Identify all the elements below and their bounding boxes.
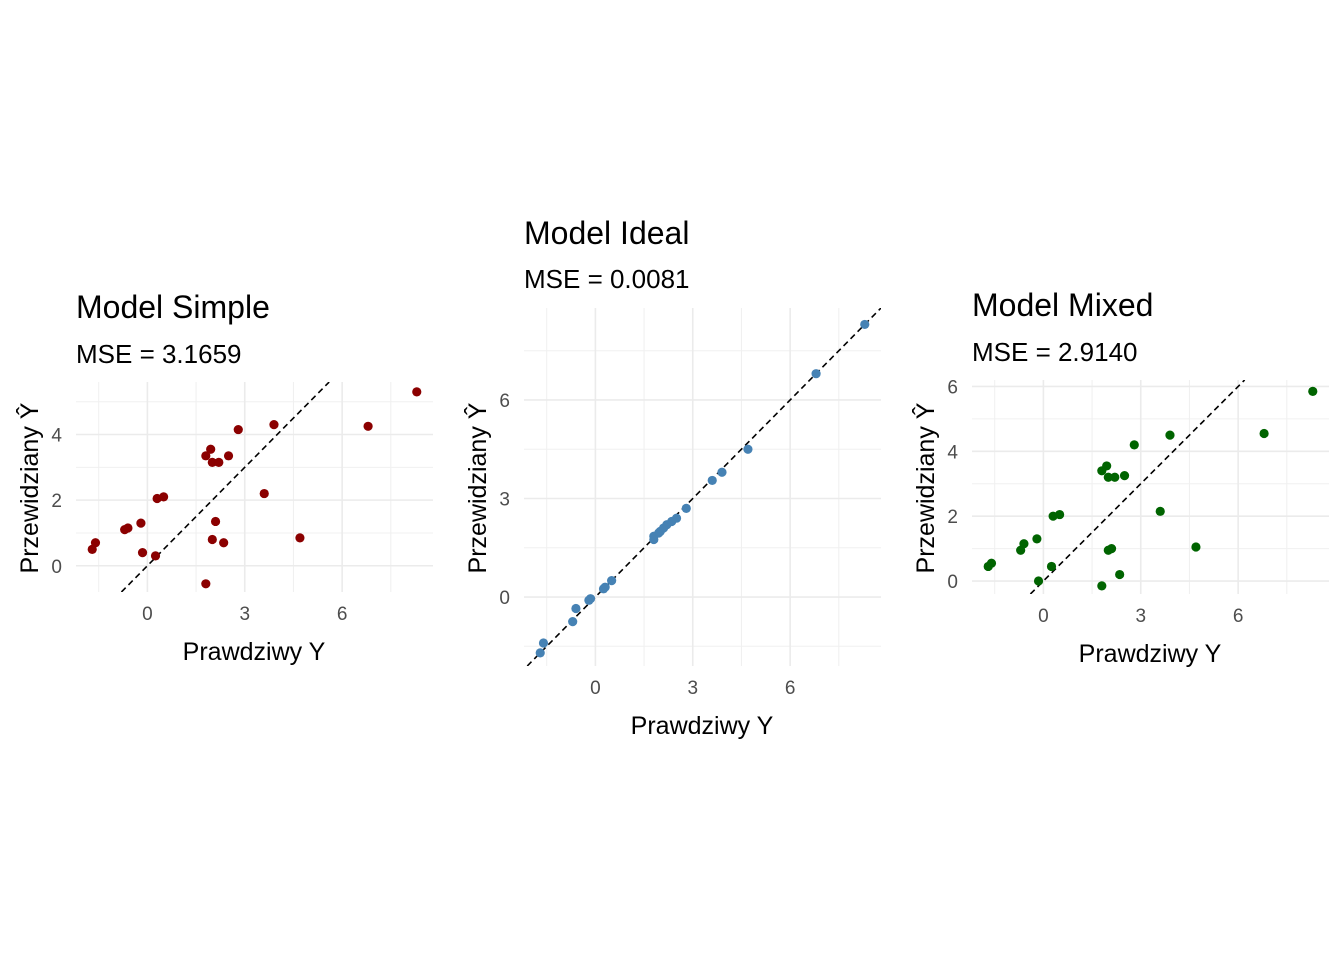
y-tick-label: 6: [499, 391, 510, 412]
data-point: [1019, 539, 1029, 549]
x-tick-label: 6: [785, 678, 796, 699]
data-point: [1115, 569, 1125, 580]
y-tick-label: 2: [51, 491, 62, 512]
data-point: [1110, 472, 1120, 482]
data-point: [717, 467, 727, 477]
x-tick-label: 3: [687, 678, 698, 699]
data-point: [1308, 386, 1318, 396]
panel-model-simple: Model Simple MSE = 3.1659 0 3 6 0 2 4 Prawdzi…: [15, 289, 433, 666]
data-point: [159, 492, 169, 502]
x-axis-label: Prawdziwy Y: [631, 712, 774, 740]
y-axis-label: Przewidziany Ŷ: [911, 402, 940, 573]
plot-area: 0 3 6 0 2 4 6: [947, 377, 1329, 627]
x-tick-label: 3: [239, 604, 250, 625]
x-axis-label: Prawdziwy Y: [183, 638, 326, 666]
plot-area: 0 3 6 0 3 6: [499, 308, 881, 699]
panel-title: Model Ideal: [524, 215, 689, 251]
y-tick-label: 2: [947, 507, 958, 528]
data-point: [201, 451, 211, 461]
data-point: [1119, 471, 1130, 481]
reference-line: [1029, 380, 1246, 594]
panel-title: Model Simple: [76, 289, 270, 325]
y-tick-label: 0: [499, 588, 510, 609]
data-point: [210, 516, 221, 527]
x-tick-label: 3: [1135, 606, 1146, 627]
y-axis-label: Przewidziany Ŷ: [15, 402, 44, 573]
panel-model-ideal: Model Ideal MSE = 0.0081 0 3 6 0 3 6 Prawdziw…: [463, 215, 881, 740]
y-axis-label: Przewidziany Ŷ: [463, 402, 492, 573]
x-tick-label: 0: [1038, 606, 1049, 627]
data-point: [607, 576, 617, 586]
data-point: [223, 451, 234, 461]
data-point: [743, 444, 753, 454]
data-point: [136, 518, 146, 528]
data-point: [295, 533, 305, 543]
data-point: [214, 457, 224, 467]
data-point: [1155, 506, 1165, 516]
data-point: [1165, 430, 1175, 440]
x-axis-label: Prawdziwy Y: [1079, 640, 1222, 668]
panel-subtitle: MSE = 2.9140: [972, 337, 1138, 367]
data-point: [1033, 576, 1044, 586]
data-point: [1102, 461, 1112, 471]
data-point: [137, 548, 148, 558]
y-tick-label: 3: [499, 489, 510, 510]
panel-subtitle: MSE = 0.0081: [524, 264, 690, 294]
y-tick-label: 4: [51, 426, 62, 447]
data-point: [600, 582, 610, 592]
data-point: [1129, 440, 1139, 450]
panel-subtitle: MSE = 3.1659: [76, 339, 242, 369]
data-point: [571, 603, 581, 614]
reference-line: [526, 308, 881, 666]
reference-line: [120, 382, 330, 592]
data-point: [207, 534, 217, 545]
data-point: [535, 648, 545, 658]
data-point: [1046, 561, 1057, 572]
data-point: [538, 638, 549, 648]
y-tick-label: 0: [51, 557, 62, 578]
data-point: [1032, 534, 1042, 544]
x-tick-label: 0: [590, 678, 601, 699]
y-tick-label: 4: [947, 442, 958, 463]
y-tick-label: 0: [947, 572, 958, 593]
data-point: [707, 475, 717, 486]
data-point: [568, 617, 578, 627]
data-point: [1103, 472, 1113, 482]
data-point: [1097, 581, 1107, 591]
x-tick-label: 0: [142, 604, 153, 625]
data-point: [201, 579, 211, 589]
panel-title: Model Mixed: [972, 287, 1153, 323]
x-tick-label: 6: [1233, 606, 1244, 627]
data-point: [219, 538, 229, 548]
plot-area: 0 3 6 0 2 4: [51, 382, 433, 625]
data-point: [259, 488, 269, 499]
data-point: [986, 558, 997, 568]
panel-model-mixed: Model Mixed MSE = 2.9140 0 3 6 0 2 4 6 Prawdzi…: [911, 287, 1329, 668]
x-tick-label: 6: [337, 604, 348, 625]
data-point: [860, 319, 870, 330]
y-tick-label: 6: [947, 377, 958, 398]
data-point: [1259, 428, 1269, 439]
data-point: [207, 457, 217, 467]
data-point: [681, 503, 691, 513]
data-point: [412, 387, 422, 397]
data-point: [233, 424, 243, 435]
data-point: [90, 538, 101, 548]
data-point: [1055, 509, 1065, 520]
data-point: [150, 551, 161, 561]
data-point: [1106, 544, 1117, 554]
data-point: [123, 523, 133, 533]
data-point: [811, 369, 821, 379]
data-point: [269, 420, 279, 430]
data-point: [585, 594, 596, 604]
data-point: [206, 444, 216, 454]
data-point: [671, 513, 682, 523]
data-point: [363, 421, 373, 431]
data-point: [1191, 542, 1201, 552]
